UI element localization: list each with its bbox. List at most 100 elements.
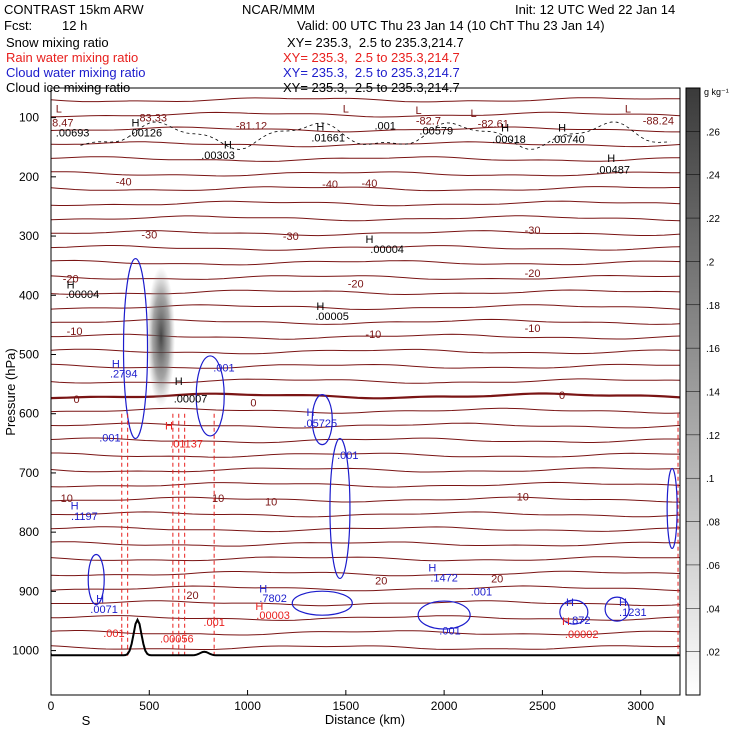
annotation-label: .001 xyxy=(213,363,234,375)
isotherm-line xyxy=(51,452,680,458)
isotherm-line xyxy=(51,126,680,133)
x-axis-label: Distance (km) xyxy=(325,712,405,727)
y-tick-label: 1000 xyxy=(12,644,39,658)
annotation-label: H xyxy=(67,280,75,292)
annotation-label: .001 xyxy=(203,617,224,629)
isotherm-line xyxy=(51,215,680,222)
isotherm-label: 10 xyxy=(212,493,224,505)
annotation-label: H xyxy=(566,597,574,609)
legend-cloud-water: Cloud water mixing ratio xyxy=(6,65,146,80)
cloud-ice-contour xyxy=(80,121,671,150)
annotation-label: -81.12 xyxy=(236,120,267,132)
annotation-label: L xyxy=(471,108,477,120)
annotation-label: H xyxy=(259,583,267,595)
annotation-label: .00018 xyxy=(492,134,526,146)
colorbar-tick-label: .24 xyxy=(706,171,720,182)
isotherm-label: -40 xyxy=(322,179,338,191)
isotherm-label: -20 xyxy=(63,274,79,286)
isotherm-line xyxy=(51,97,680,103)
y-axis-label: Pressure (hPa) xyxy=(3,348,18,435)
cloud-water-contour xyxy=(559,599,589,625)
x-tick-label: 2000 xyxy=(431,699,458,713)
annotation-label: .001 xyxy=(471,586,492,598)
isotherm-line xyxy=(51,407,680,414)
colorbar-tick-label: .18 xyxy=(706,301,720,312)
annotation-label: L xyxy=(625,104,631,116)
isotherm-line xyxy=(51,600,680,607)
colorbar-tick-label: .12 xyxy=(706,431,720,442)
y-tick-label: 100 xyxy=(19,111,39,125)
annotation-label: H xyxy=(562,616,570,628)
annotation-label: .0071 xyxy=(90,604,118,616)
isotherm-line xyxy=(51,259,680,266)
isotherm-line xyxy=(51,570,680,577)
annotation-label: .00003 xyxy=(256,610,290,622)
isotherm-line xyxy=(51,318,680,325)
annotation-label: .00004 xyxy=(66,289,100,301)
x-tick-label: 1500 xyxy=(332,699,359,713)
plot-frame xyxy=(50,87,681,696)
annotation-label: -82.61 xyxy=(478,119,509,131)
x-tick-label: 500 xyxy=(139,699,159,713)
annotation-label: .00004 xyxy=(370,244,404,256)
cloud-water-contour xyxy=(195,355,225,437)
annotation-label: H xyxy=(112,358,120,370)
isotherm-line xyxy=(51,274,680,280)
isotherm-label: 10 xyxy=(517,492,529,504)
isotherm-label: 10 xyxy=(265,496,277,508)
terrain-line xyxy=(51,617,680,657)
colorbar-tick-label: .06 xyxy=(706,561,720,572)
isotherm-label: -20 xyxy=(525,268,541,280)
annotation-label: H xyxy=(316,121,324,133)
annotation-label: .1472 xyxy=(430,573,458,585)
annotation-label: 8.47 xyxy=(52,117,73,129)
x-tick-label: 1000 xyxy=(234,699,261,713)
annotation-label: .00126 xyxy=(129,127,163,139)
y-tick-label: 300 xyxy=(19,229,39,243)
annotation-label: .2794 xyxy=(110,368,138,380)
cloud-water-contour xyxy=(417,600,471,630)
isotherm-line xyxy=(51,141,680,148)
isotherm-line xyxy=(51,556,680,562)
isotherm-line xyxy=(51,200,680,207)
y-tick-label: 500 xyxy=(19,347,39,361)
annotation-label: H xyxy=(224,139,232,151)
isotherm-line xyxy=(51,467,680,473)
annotation-label: .001 xyxy=(99,432,120,444)
isotherm-line xyxy=(51,526,680,533)
cloud-water-contour xyxy=(311,394,333,446)
annotation-label: H xyxy=(558,123,566,135)
annotation-label: .00005 xyxy=(315,311,349,323)
y-tick-label: 600 xyxy=(19,407,39,421)
fcst-value: 12 h xyxy=(62,18,88,33)
isotherm-label: 0 xyxy=(73,394,79,406)
annotation-label: .001 xyxy=(337,450,358,462)
init-time: Init: 12 UTC Wed 22 Jan 14 xyxy=(515,2,676,17)
isotherm-label: -30 xyxy=(283,231,299,243)
annotation-label: L xyxy=(56,104,62,116)
annotation-label: H xyxy=(306,407,314,419)
colorbar-tick-label: .26 xyxy=(706,127,720,138)
isotherm-label: -40 xyxy=(361,178,377,190)
isotherm-label: -10 xyxy=(365,329,381,341)
org-label: NCAR/MMM xyxy=(242,2,315,17)
annotation-label: H xyxy=(132,117,140,129)
colorbar-tick-label: .2 xyxy=(706,257,715,268)
xy-rain: XY= 235.3, 2.5 to 235.3,214.7 xyxy=(283,50,460,65)
annotation-label: .00740 xyxy=(551,134,585,146)
xy-snow: XY= 235.3, 2.5 to 235.3,214.7 xyxy=(287,35,464,50)
annotation-label: -82.7 xyxy=(416,116,441,128)
xy-cloud-water: XY= 235.3, 2.5 to 235.3,214.7 xyxy=(283,65,460,80)
annotation-label: .001 xyxy=(439,625,460,637)
y-tick-label: 900 xyxy=(19,584,39,598)
direction-north: N xyxy=(656,713,665,728)
isotherm-label: -20 xyxy=(348,278,364,290)
annotation-label: .001 xyxy=(103,628,124,640)
y-tick-label: 200 xyxy=(19,170,39,184)
annotation-label: .00693 xyxy=(56,127,90,139)
annotation-label: 83.33 xyxy=(139,113,167,125)
isotherm-label: 20 xyxy=(375,576,387,588)
isotherm-line xyxy=(51,541,680,547)
cloud-water-contour xyxy=(122,257,149,440)
